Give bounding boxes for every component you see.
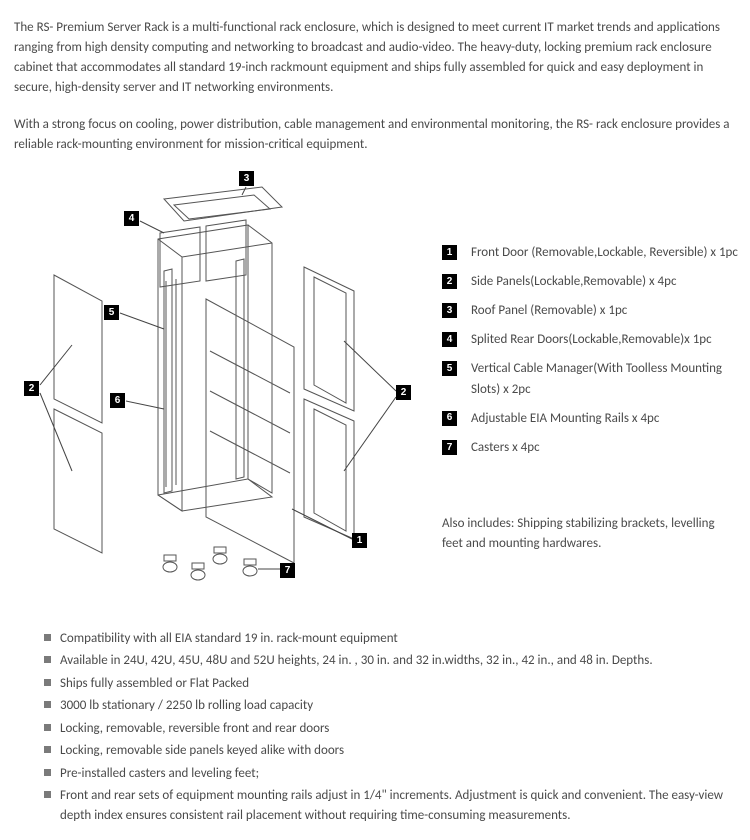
legend-num: 3	[442, 303, 457, 318]
legend-text: Roof Panel (Removable) x 1pc	[471, 301, 627, 321]
diagram-callout-2-left: 2	[24, 381, 39, 396]
legend-num: 6	[442, 411, 457, 426]
feature-list: Compatibility with all EIA standard 19 i…	[14, 629, 738, 826]
legend-row: 5 Vertical Cable Manager(With Toolless Mo…	[442, 359, 738, 399]
legend-text: Vertical Cable Manager(With Toolless Mou…	[471, 359, 738, 399]
rack-svg	[14, 171, 434, 601]
feature-item: Locking, removable, reversible front and…	[44, 719, 738, 739]
legend-text: Adjustable EIA Mounting Rails x 4pc	[471, 409, 659, 429]
also-includes: Also includes: Shipping stabilizing brac…	[442, 514, 738, 554]
legend-row: 6 Adjustable EIA Mounting Rails x 4pc	[442, 409, 738, 429]
parts-legend: 1 Front Door (Removable,Lockable, Reversi…	[442, 171, 738, 554]
diagram-callout-2-right: 2	[396, 385, 411, 400]
legend-num: 7	[442, 440, 457, 455]
legend-row: 3 Roof Panel (Removable) x 1pc	[442, 301, 738, 321]
legend-row: 4 Splited Rear Doors(Lockable,Removable)x…	[442, 330, 738, 350]
diagram-callout-5: 5	[104, 305, 119, 320]
legend-text: Front Door (Removable,Lockable, Reversib…	[471, 243, 738, 263]
feature-item: Compatibility with all EIA standard 19 i…	[44, 629, 738, 649]
diagram-callout-4: 4	[124, 211, 139, 226]
legend-num: 4	[442, 332, 457, 347]
intro-p2: With a strong focus on cooling, power di…	[14, 115, 738, 155]
diagram-callout-7: 7	[280, 563, 295, 578]
diagram-callout-3: 3	[239, 171, 254, 186]
feature-item: Locking, removable side panels keyed ali…	[44, 741, 738, 761]
exploded-diagram: 3 4 5 2 6 2 1 7	[14, 171, 434, 601]
intro-text: The RS- Premium Server Rack is a multi-f…	[14, 18, 738, 155]
legend-row: 1 Front Door (Removable,Lockable, Reversi…	[442, 243, 738, 263]
legend-num: 1	[442, 245, 457, 260]
legend-row: 2 Side Panels(Lockable,Removable) x 4pc	[442, 272, 738, 292]
legend-row: 7 Casters x 4pc	[442, 438, 738, 458]
legend-text: Side Panels(Lockable,Removable) x 4pc	[471, 272, 676, 292]
legend-text: Splited Rear Doors(Lockable,Removable)x …	[471, 330, 712, 350]
intro-p1: The RS- Premium Server Rack is a multi-f…	[14, 18, 738, 99]
legend-num: 5	[442, 361, 457, 376]
feature-item: Front and rear sets of equipment mountin…	[44, 786, 738, 825]
diagram-and-legend: 3 4 5 2 6 2 1 7	[14, 171, 738, 601]
feature-item: 3000 lb stationary / 2250 lb rolling loa…	[44, 696, 738, 716]
diagram-callout-6: 6	[110, 393, 125, 408]
feature-item: Ships fully assembled or Flat Packed	[44, 674, 738, 694]
legend-text: Casters x 4pc	[471, 438, 540, 458]
diagram-callout-1: 1	[352, 533, 367, 548]
feature-item: Available in 24U, 42U, 45U, 48U and 52U …	[44, 651, 738, 671]
legend-num: 2	[442, 274, 457, 289]
feature-item: Pre-installed casters and leveling feet;	[44, 764, 738, 784]
